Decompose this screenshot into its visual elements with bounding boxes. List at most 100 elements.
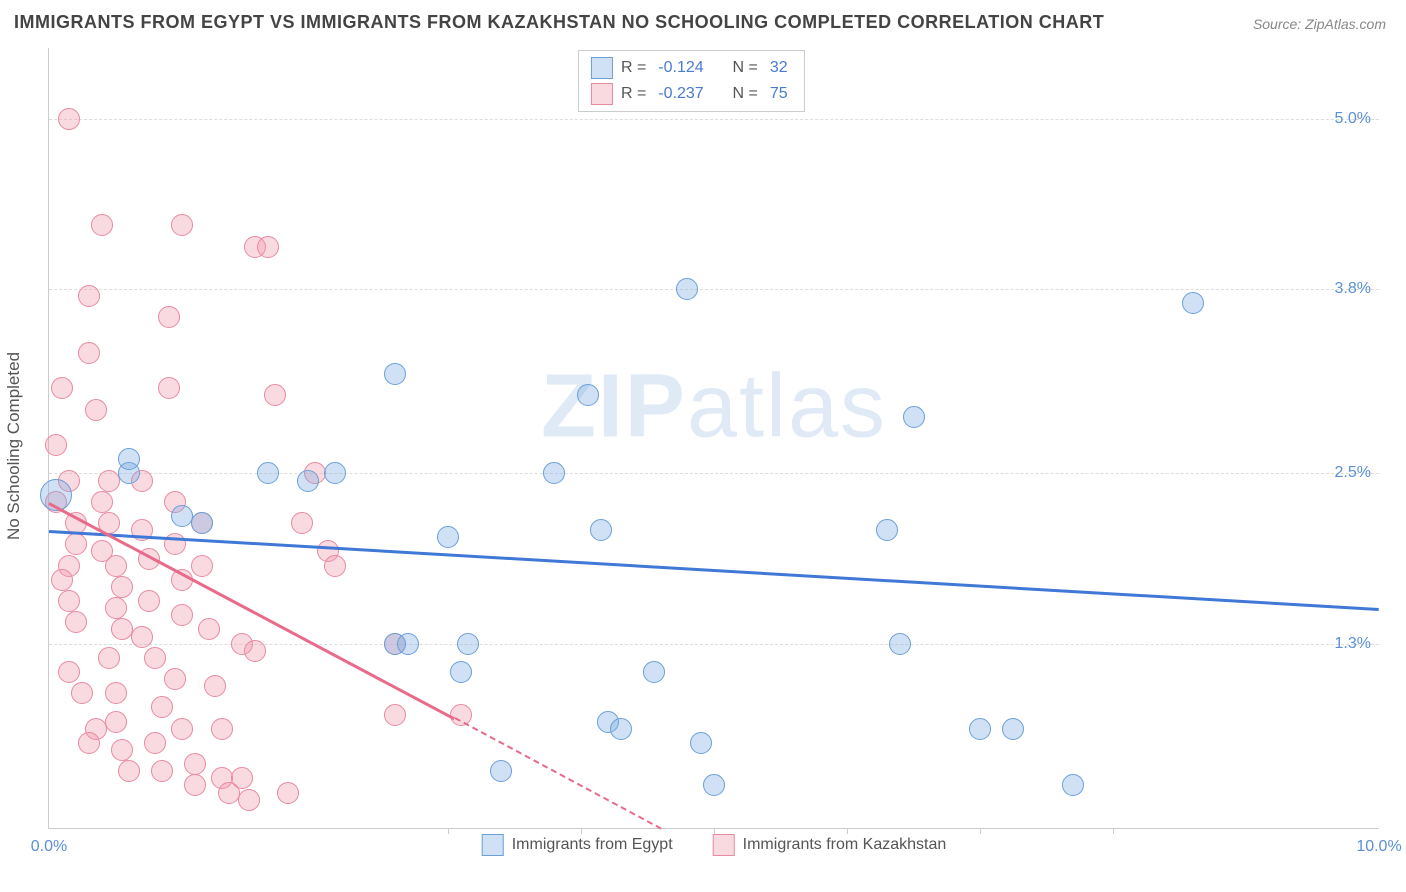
- kazakhstan-point: [171, 214, 193, 236]
- kazakhstan-point: [98, 470, 120, 492]
- kazakhstan-point: [105, 597, 127, 619]
- kazakhstan-point: [78, 285, 100, 307]
- kazakhstan-point: [238, 789, 260, 811]
- egypt-point: [1062, 774, 1084, 796]
- egypt-point: [490, 760, 512, 782]
- gridline: [49, 119, 1379, 120]
- kazakhstan-point: [264, 384, 286, 406]
- egypt-point: [903, 406, 925, 428]
- kazakhstan-point: [85, 399, 107, 421]
- x-tick-mark: [847, 828, 848, 834]
- kazakhstan-point: [151, 696, 173, 718]
- kazakhstan-point: [105, 555, 127, 577]
- x-tick-mark: [581, 828, 582, 834]
- kazakhstan-point: [51, 377, 73, 399]
- kazakhstan-point: [65, 533, 87, 555]
- x-tick-mark: [714, 828, 715, 834]
- legend-swatch-egypt: [482, 834, 504, 856]
- x-tick-label: 0.0%: [31, 838, 67, 856]
- source-attribution: Source: ZipAtlas.com: [1253, 16, 1386, 32]
- x-tick-label: 10.0%: [1356, 838, 1401, 856]
- kazakhstan-point: [198, 618, 220, 640]
- kazakhstan-point: [105, 711, 127, 733]
- kazakhstan-point: [111, 739, 133, 761]
- egypt-point: [610, 718, 632, 740]
- kazakhstan-point: [244, 640, 266, 662]
- kazakhstan-point: [144, 732, 166, 754]
- kazakhstan-point: [78, 342, 100, 364]
- scatter-plot-area: ZIPatlas R = -0.124 N = 32 R = -0.237 N …: [48, 48, 1379, 829]
- kazakhstan-point: [257, 236, 279, 258]
- kazakhstan-point: [158, 306, 180, 328]
- correlation-stats-box: R = -0.124 N = 32 R = -0.237 N = 75: [578, 50, 805, 112]
- kazakhstan-point: [78, 732, 100, 754]
- egypt-point: [577, 384, 599, 406]
- egypt-point: [118, 448, 140, 470]
- x-tick-mark: [1113, 828, 1114, 834]
- egypt-point: [397, 633, 419, 655]
- kazakhstan-point: [184, 774, 206, 796]
- watermark: ZIPatlas: [541, 355, 887, 458]
- kazakhstan-point: [65, 611, 87, 633]
- egypt-point: [703, 774, 725, 796]
- kazakhstan-point: [144, 647, 166, 669]
- kazakhstan-point: [118, 760, 140, 782]
- kazakhstan-point: [91, 214, 113, 236]
- kazakhstan-point: [171, 718, 193, 740]
- egypt-point: [889, 633, 911, 655]
- stats-row-egypt: R = -0.124 N = 32: [591, 55, 792, 81]
- egypt-point: [171, 505, 193, 527]
- gridline: [49, 289, 1379, 290]
- egypt-point: [1002, 718, 1024, 740]
- kazakhstan-point: [277, 782, 299, 804]
- kazakhstan-point: [111, 618, 133, 640]
- kazakhstan-point: [58, 590, 80, 612]
- legend-swatch-kazakhstan: [713, 834, 735, 856]
- kazakhstan-r-value: -0.237: [658, 85, 703, 103]
- kazakhstan-point: [158, 377, 180, 399]
- egypt-point: [876, 519, 898, 541]
- kazakhstan-point: [58, 661, 80, 683]
- egypt-r-value: -0.124: [658, 59, 703, 77]
- legend-item-kazakhstan: Immigrants from Kazakhstan: [713, 834, 947, 856]
- kazakhstan-point: [91, 491, 113, 513]
- kazakhstan-point: [231, 767, 253, 789]
- egypt-point: [437, 526, 459, 548]
- kazakhstan-point: [58, 108, 80, 130]
- egypt-point: [297, 470, 319, 492]
- x-tick-mark: [980, 828, 981, 834]
- swatch-kazakhstan: [591, 83, 613, 105]
- kazakhstan-point: [98, 647, 120, 669]
- kazakhstan-point: [138, 590, 160, 612]
- y-tick-label: 5.0%: [1335, 110, 1371, 128]
- egypt-point: [969, 718, 991, 740]
- egypt-point: [257, 462, 279, 484]
- kazakhstan-point: [111, 576, 133, 598]
- egypt-point: [450, 661, 472, 683]
- egypt-point: [690, 732, 712, 754]
- egypt-point: [543, 462, 565, 484]
- chart-title: IMMIGRANTS FROM EGYPT VS IMMIGRANTS FROM…: [14, 12, 1104, 33]
- kazakhstan-point: [204, 675, 226, 697]
- bottom-legend: Immigrants from Egypt Immigrants from Ka…: [482, 834, 947, 856]
- kazakhstan-point: [171, 604, 193, 626]
- legend-label-egypt: Immigrants from Egypt: [512, 836, 673, 854]
- egypt-point: [191, 512, 213, 534]
- swatch-egypt: [591, 57, 613, 79]
- kazakhstan-point: [211, 718, 233, 740]
- egypt-point: [384, 363, 406, 385]
- y-tick-label: 1.3%: [1335, 635, 1371, 653]
- kazakhstan-point: [384, 704, 406, 726]
- egypt-trendline: [49, 530, 1379, 610]
- kazakhstan-point: [324, 555, 346, 577]
- y-axis-title: No Schooling Completed: [4, 352, 24, 540]
- kazakhstan-point: [131, 626, 153, 648]
- egypt-point: [457, 633, 479, 655]
- kazakhstan-point: [184, 753, 206, 775]
- egypt-point: [676, 278, 698, 300]
- kazakhstan-point: [105, 682, 127, 704]
- kazakhstan-point: [151, 760, 173, 782]
- stats-row-kazakhstan: R = -0.237 N = 75: [591, 81, 792, 107]
- kazakhstan-point: [71, 682, 93, 704]
- egypt-point: [590, 519, 612, 541]
